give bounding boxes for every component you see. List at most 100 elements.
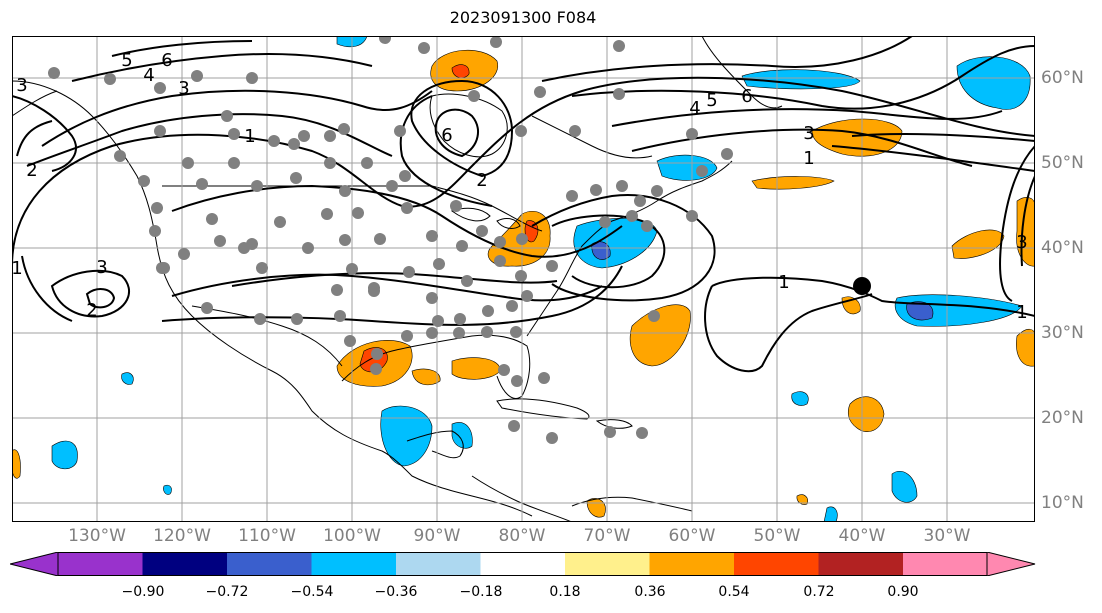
colorbar-swatch xyxy=(227,552,312,576)
warm-area xyxy=(629,304,691,367)
contour-label: 2 xyxy=(476,170,487,191)
cuba xyxy=(496,398,590,420)
cool-area xyxy=(823,506,838,522)
contour-label: 1 xyxy=(803,148,814,169)
warm-area xyxy=(411,368,441,386)
contour-label: 3 xyxy=(16,75,27,96)
coastlines xyxy=(12,36,783,522)
colorbar-label: 0.36 xyxy=(634,584,666,600)
contour-label: 6 xyxy=(741,86,752,107)
lat-label: 10°N xyxy=(1041,493,1084,513)
contour-label: 1 xyxy=(1016,302,1027,323)
hot-area xyxy=(524,220,539,243)
contour-label: 3 xyxy=(96,257,107,278)
contour-label: 3 xyxy=(1016,232,1027,253)
contour-label: 2 xyxy=(26,160,37,181)
contour-labels: 5 6 4 3 3 2 1 6 2 3 1 1 4 5 6 3 1 1 2 3 xyxy=(12,50,1028,323)
map-title: 2023091300 F084 xyxy=(449,8,597,27)
colorbar-swatch xyxy=(311,552,396,576)
colorbar xyxy=(10,552,1036,576)
colorbar-swatch xyxy=(142,552,227,576)
cool-area xyxy=(163,484,172,495)
contour-label: 1 xyxy=(12,258,23,279)
lon-label: 100°W xyxy=(323,526,381,546)
lon-label: 50°W xyxy=(753,526,801,546)
lon-label: 110°W xyxy=(238,526,296,546)
station-dots xyxy=(48,36,733,444)
colorbar-swatch xyxy=(58,552,143,576)
contour-label: 5 xyxy=(121,50,132,71)
yucatan xyxy=(406,430,464,459)
contour-label: 1 xyxy=(778,272,789,293)
alaska-coast xyxy=(12,90,58,117)
colorbar-swatch xyxy=(818,552,903,576)
warm-area xyxy=(1016,328,1035,367)
lon-label: 30°W xyxy=(923,526,971,546)
lon-label: 80°W xyxy=(498,526,546,546)
storm-center-marker xyxy=(853,277,871,295)
lon-label: 120°W xyxy=(153,526,211,546)
colorbar-label: 0.18 xyxy=(549,584,581,600)
contour-label: 4 xyxy=(689,98,700,119)
colorbar-label: 0.90 xyxy=(887,584,919,600)
cool-area xyxy=(791,391,809,406)
deep-area xyxy=(591,241,611,260)
contour-label: 4 xyxy=(143,65,154,86)
cool-area xyxy=(121,372,134,385)
contour-label: 6 xyxy=(441,125,452,146)
cool-area xyxy=(451,422,473,449)
colorbar-high-extend xyxy=(986,552,1036,576)
colorbar-label: −0.18 xyxy=(459,584,503,600)
lon-label: 60°W xyxy=(668,526,716,546)
warm-area xyxy=(796,494,809,505)
cool-area xyxy=(51,440,78,470)
lat-label: 30°N xyxy=(1041,323,1084,343)
colorbar-low-extend xyxy=(10,552,59,576)
cool-area xyxy=(891,470,918,503)
colorbar-swatch xyxy=(903,552,987,576)
contour-label: 3 xyxy=(803,123,814,144)
lat-label: 50°N xyxy=(1041,153,1084,173)
us-mexico-border xyxy=(191,305,343,367)
contour-lines xyxy=(12,36,1035,373)
colorbar-label: 0.54 xyxy=(718,584,750,600)
north-america-west-coast xyxy=(12,80,533,517)
cool-area xyxy=(380,405,433,467)
lon-label: 70°W xyxy=(583,526,631,546)
warm-area xyxy=(951,229,1005,259)
lon-label: 90°W xyxy=(413,526,461,546)
labrador-coast xyxy=(531,115,653,159)
colorbar-label: −0.90 xyxy=(121,584,165,600)
colorbar-label: −0.54 xyxy=(290,584,334,600)
lat-label: 20°N xyxy=(1041,408,1084,428)
lon-label: 40°W xyxy=(838,526,886,546)
colorbar-label: −0.72 xyxy=(205,584,249,600)
hot-area xyxy=(451,64,470,79)
contour-label: 1 xyxy=(244,126,255,147)
colorbar-swatch xyxy=(649,552,734,576)
lon-label: 130°W xyxy=(68,526,126,546)
warm-area xyxy=(751,176,835,190)
contour-label: 2 xyxy=(86,300,97,321)
lat-label: 40°N xyxy=(1041,238,1084,258)
warm-area xyxy=(847,396,885,432)
great-lakes xyxy=(450,207,521,229)
colorbar-swatch xyxy=(734,552,819,576)
colorbar-label: −0.36 xyxy=(374,584,418,600)
colorbar-label: 0.72 xyxy=(803,584,835,600)
lat-label: 60°N xyxy=(1041,68,1084,88)
gulf-coast xyxy=(341,334,531,399)
central-america xyxy=(471,475,573,522)
deep-area xyxy=(906,301,934,321)
colorbar-swatch xyxy=(480,552,565,576)
colorbar-swatch xyxy=(565,552,650,576)
contour-label: 3 xyxy=(178,78,189,99)
contour-label: 5 xyxy=(706,90,717,111)
cool-area xyxy=(656,154,718,181)
east-coast xyxy=(526,160,733,337)
warm-area xyxy=(451,357,501,380)
colorbar-swatch xyxy=(396,552,481,576)
south-america-north xyxy=(571,496,693,512)
contour-label: 6 xyxy=(161,50,172,71)
map-panel: 5 6 4 3 3 2 1 6 2 3 1 1 4 5 6 3 1 1 2 3 xyxy=(12,36,1035,522)
